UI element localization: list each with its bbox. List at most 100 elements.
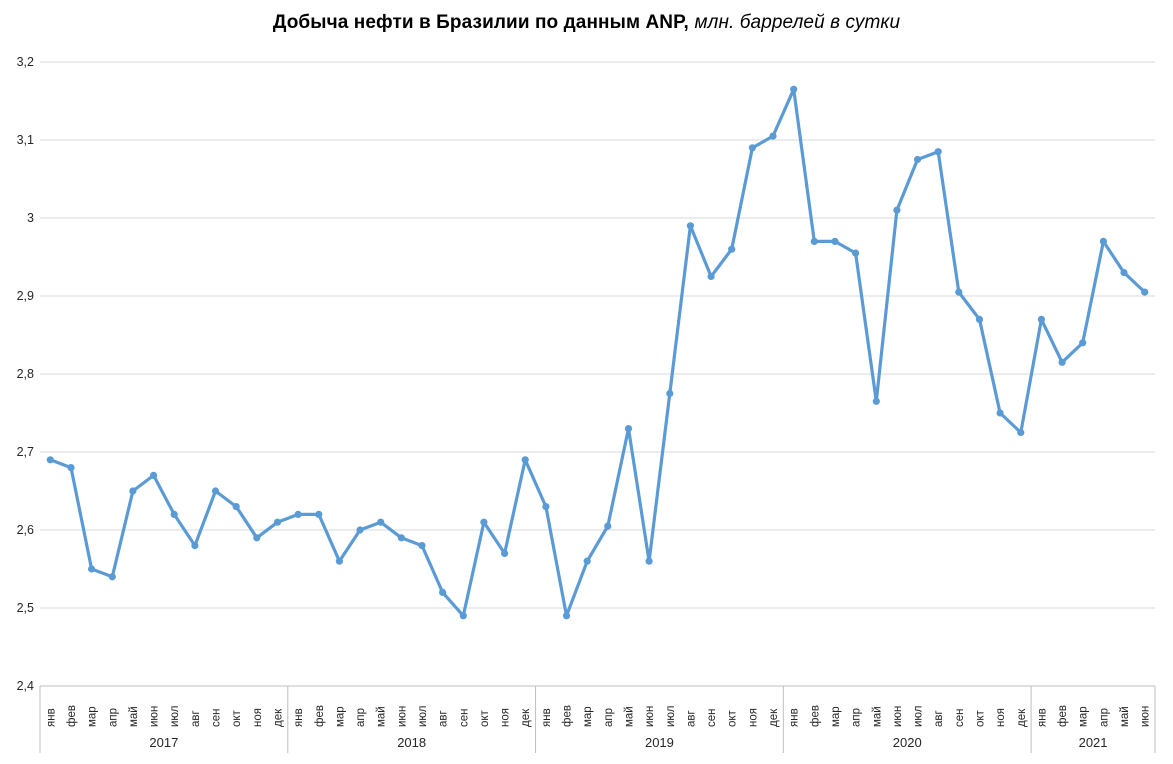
data-point-marker — [624, 425, 633, 433]
data-point-marker — [232, 503, 240, 511]
month-label: окт — [974, 709, 986, 727]
month-label: дек — [272, 708, 284, 727]
month-label: дек — [768, 708, 780, 727]
chart-title-units: млн. баррелей в сутки — [694, 12, 901, 33]
chart-title: Добыча нефти в Бразилии по данным ANP, мл… — [0, 12, 1173, 34]
y-tick-label: 3,1 — [17, 133, 34, 147]
data-point-marker — [1058, 358, 1066, 366]
month-label: дек — [1016, 708, 1028, 727]
month-label: сен — [458, 709, 470, 728]
data-point-marker — [748, 144, 757, 152]
data-point-marker — [831, 237, 839, 245]
month-label: окт — [231, 709, 243, 727]
month-label: июл — [417, 705, 429, 727]
data-point-marker — [108, 573, 116, 581]
month-label: май — [871, 706, 883, 727]
month-label: фев — [1057, 705, 1069, 727]
data-point-marker — [707, 272, 715, 281]
data-point-marker — [975, 315, 984, 323]
data-point-marker — [1017, 428, 1025, 437]
data-point-marker — [686, 222, 695, 230]
data-point-marker — [335, 557, 343, 565]
month-label: мар — [1078, 706, 1090, 727]
month-label: ноя — [252, 708, 264, 727]
year-label: 2021 — [1079, 735, 1108, 750]
data-point-marker — [583, 557, 591, 565]
data-point-marker — [211, 487, 220, 495]
month-label: мар — [87, 706, 99, 727]
y-tick-label: 3 — [27, 211, 34, 225]
y-tick-label: 2,6 — [17, 523, 34, 537]
data-point-marker — [1120, 269, 1128, 277]
month-label: май — [623, 706, 635, 727]
month-label: июн — [396, 706, 408, 727]
data-point-marker — [666, 389, 674, 398]
month-label: дек — [520, 708, 532, 727]
data-point-marker — [315, 510, 323, 518]
data-point-marker — [439, 588, 447, 597]
data-point-marker — [769, 132, 777, 140]
month-label: фев — [314, 705, 326, 727]
month-label: мар — [830, 706, 842, 727]
data-point-marker — [604, 522, 612, 530]
chart-title-main: Добыча нефти в Бразилии по данным ANP, — [272, 12, 689, 33]
data-point-marker — [1099, 237, 1107, 245]
year-label: 2018 — [397, 735, 426, 750]
data-point-marker — [1079, 339, 1087, 347]
month-label: янв — [45, 708, 57, 727]
series-line-oil-production — [48, 87, 1147, 618]
month-label: ноя — [747, 708, 759, 727]
y-tick-label: 2,8 — [17, 367, 34, 381]
month-label: июл — [913, 705, 925, 727]
data-point-marker — [67, 464, 75, 472]
month-label: янв — [541, 708, 553, 727]
month-label: июл — [169, 705, 181, 727]
y-tick-label: 2,7 — [17, 445, 34, 459]
month-label: июл — [665, 705, 677, 727]
data-point-marker — [1141, 288, 1149, 296]
data-point-marker — [893, 206, 901, 214]
data-point-marker — [996, 409, 1004, 417]
data-point-marker — [397, 534, 405, 542]
data-point-marker — [46, 456, 54, 464]
month-label: май — [376, 706, 388, 727]
month-label: июн — [1140, 706, 1152, 727]
data-point-marker — [88, 565, 96, 573]
month-label: май — [1119, 706, 1131, 727]
data-point-marker — [150, 471, 158, 479]
data-point-marker — [645, 557, 653, 565]
data-point-marker — [852, 249, 860, 257]
month-label: июн — [149, 706, 161, 727]
y-tick-label: 2,4 — [17, 679, 34, 693]
month-label: сен — [954, 709, 966, 728]
month-label: авг — [438, 710, 450, 727]
year-label: 2019 — [645, 735, 674, 750]
month-label: фев — [562, 705, 574, 727]
month-label: мар — [582, 706, 594, 727]
y-tick-label: 2,9 — [17, 289, 34, 303]
month-label: ноя — [995, 708, 1007, 727]
data-point-marker — [521, 456, 529, 464]
data-point-marker — [934, 148, 942, 156]
month-label: сен — [706, 709, 718, 728]
data-point-marker — [955, 288, 963, 296]
month-label: сен — [211, 709, 223, 728]
month-label: апр — [1098, 708, 1110, 727]
year-label: 2020 — [893, 735, 922, 750]
data-point-marker — [810, 237, 818, 245]
data-point-marker — [459, 612, 467, 620]
month-label: апр — [851, 708, 863, 727]
month-label: фев — [809, 705, 821, 727]
month-label: янв — [789, 708, 801, 727]
data-point-marker — [872, 397, 880, 405]
data-point-marker — [273, 518, 282, 526]
data-point-marker — [562, 612, 571, 620]
month-label: окт — [479, 709, 491, 727]
month-label: апр — [603, 708, 615, 727]
month-label: окт — [727, 709, 739, 727]
data-point-marker — [170, 510, 178, 518]
data-point-marker — [501, 549, 509, 558]
data-point-marker — [356, 526, 364, 534]
year-label: 2017 — [149, 735, 178, 750]
